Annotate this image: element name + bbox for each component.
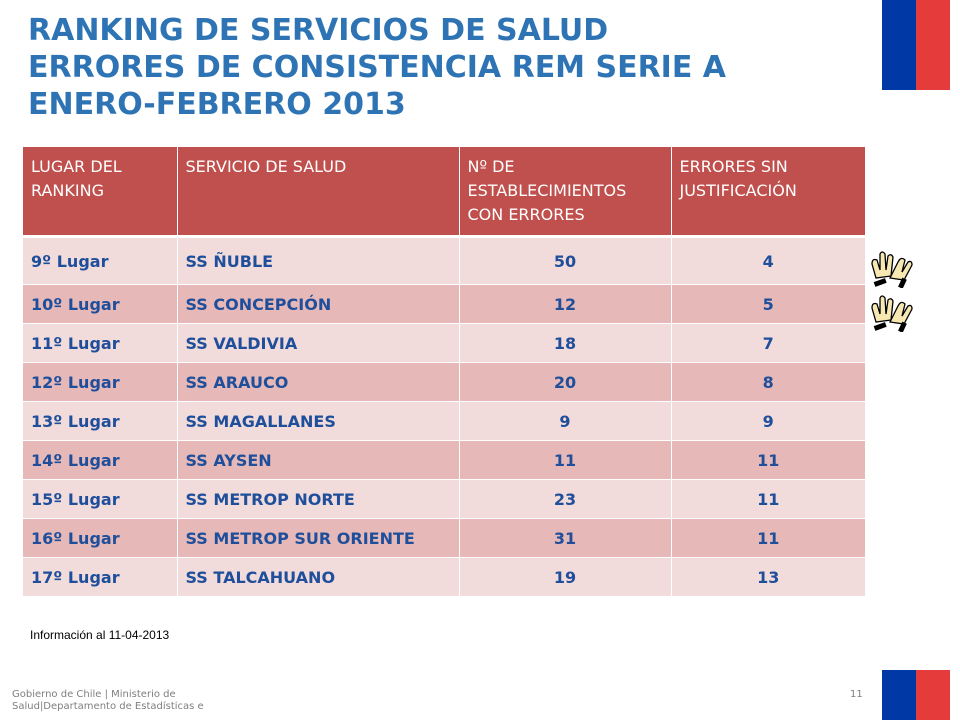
cell-establecimientos: 20 — [459, 362, 672, 402]
cell-establecimientos: 11 — [459, 440, 672, 480]
cell-lugar: 13º Lugar — [23, 401, 178, 441]
cell-lugar: 9º Lugar — [23, 236, 178, 285]
cell-servicio: SS MAGALLANES — [177, 401, 460, 441]
table-row: 10º Lugar SS CONCEPCIÓN 12 5 — [23, 284, 865, 324]
cell-servicio: SS ARAUCO — [177, 362, 460, 402]
flag-blue-stripe — [882, 0, 916, 90]
table-row: 17º Lugar SS TALCAHUANO 19 13 — [23, 557, 865, 597]
ranking-table: LUGAR DEL RANKING SERVICIO DE SALUD Nº D… — [23, 147, 865, 597]
cell-establecimientos: 19 — [459, 557, 672, 597]
cell-lugar: 14º Lugar — [23, 440, 178, 480]
title-line-2: ERRORES DE CONSISTENCIA REM SERIE A — [28, 50, 726, 85]
table-header-row: LUGAR DEL RANKING SERVICIO DE SALUD Nº D… — [23, 147, 865, 238]
flag-red-stripe — [916, 0, 950, 90]
table-row: 11º Lugar SS VALDIVIA 18 7 — [23, 323, 865, 363]
cell-lugar: 16º Lugar — [23, 518, 178, 558]
cell-errores: 8 — [671, 362, 865, 402]
info-note: Información al 11-04-2013 — [30, 628, 170, 642]
table-row: 13º Lugar SS MAGALLANES 9 9 — [23, 401, 865, 441]
cell-servicio: SS VALDIVIA — [177, 323, 460, 363]
cell-errores: 4 — [671, 236, 865, 285]
cell-lugar: 11º Lugar — [23, 323, 178, 363]
cell-servicio: SS METROP SUR ORIENTE — [177, 518, 460, 558]
clapping-hands-icon — [871, 251, 913, 288]
header-servicio: SERVICIO DE SALUD — [177, 147, 460, 238]
cell-establecimientos: 23 — [459, 479, 672, 519]
table-row: 9º Lugar SS ÑUBLE 50 4 — [23, 236, 865, 285]
slide-title: RANKING DE SERVICIOS DE SALUD ERRORES DE… — [28, 12, 848, 123]
title-line-3: ENERO-FEBRERO 2013 — [28, 87, 406, 122]
flag-blue-stripe — [882, 670, 916, 720]
cell-servicio: SS CONCEPCIÓN — [177, 284, 460, 324]
cell-establecimientos: 50 — [459, 236, 672, 285]
table-row: 15º Lugar SS METROP NORTE 23 11 — [23, 479, 865, 519]
chile-flag-bottom — [882, 670, 950, 720]
cell-errores: 11 — [671, 518, 865, 558]
cell-errores: 5 — [671, 284, 865, 324]
cell-servicio: SS ÑUBLE — [177, 236, 460, 285]
table-row: 14º Lugar SS AYSEN 11 11 — [23, 440, 865, 480]
cell-lugar: 15º Lugar — [23, 479, 178, 519]
cell-errores: 7 — [671, 323, 865, 363]
page-number: 11 — [850, 689, 863, 700]
cell-servicio: SS TALCAHUANO — [177, 557, 460, 597]
cell-establecimientos: 18 — [459, 323, 672, 363]
title-line-1: RANKING DE SERVICIOS DE SALUD — [28, 13, 609, 48]
cell-lugar: 12º Lugar — [23, 362, 178, 402]
cell-errores: 13 — [671, 557, 865, 597]
footer-text: Gobierno de Chile | Ministerio de Salud|… — [12, 689, 204, 712]
cell-errores: 11 — [671, 440, 865, 480]
table-row: 16º Lugar SS METROP SUR ORIENTE 31 11 — [23, 518, 865, 558]
table-row: 12º Lugar SS ARAUCO 20 8 — [23, 362, 865, 402]
cell-errores: 9 — [671, 401, 865, 441]
cell-lugar: 17º Lugar — [23, 557, 178, 597]
flag-red-stripe — [916, 670, 950, 720]
cell-establecimientos: 12 — [459, 284, 672, 324]
chile-flag-top — [882, 0, 950, 90]
header-lugar: LUGAR DEL RANKING — [23, 147, 178, 238]
clapping-hands-icon — [871, 295, 913, 332]
cell-servicio: SS AYSEN — [177, 440, 460, 480]
cell-servicio: SS METROP NORTE — [177, 479, 460, 519]
cell-establecimientos: 9 — [459, 401, 672, 441]
cell-establecimientos: 31 — [459, 518, 672, 558]
header-establecimientos: Nº DE ESTABLECIMIENTOS CON ERRORES — [459, 147, 672, 238]
cell-errores: 11 — [671, 479, 865, 519]
cell-lugar: 10º Lugar — [23, 284, 178, 324]
header-errores: ERRORES SIN JUSTIFICACIÓN — [671, 147, 865, 238]
